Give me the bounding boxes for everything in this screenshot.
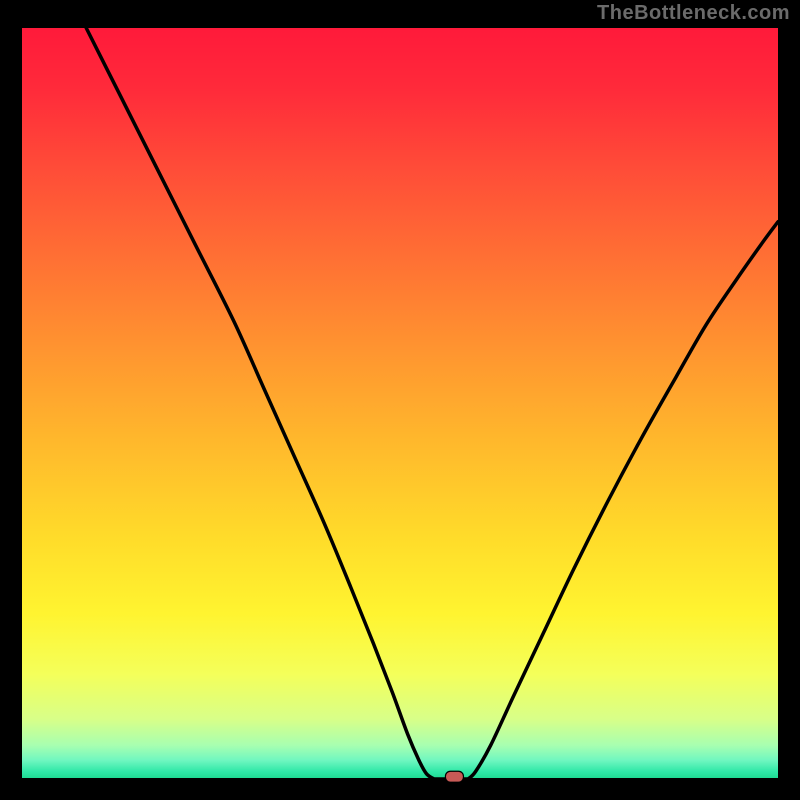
bottleneck-chart	[0, 0, 800, 800]
watermark-text: TheBottleneck.com	[597, 2, 790, 25]
optimal-marker	[445, 771, 463, 782]
plot-area	[22, 28, 778, 779]
chart-container: TheBottleneck.com	[0, 0, 800, 800]
